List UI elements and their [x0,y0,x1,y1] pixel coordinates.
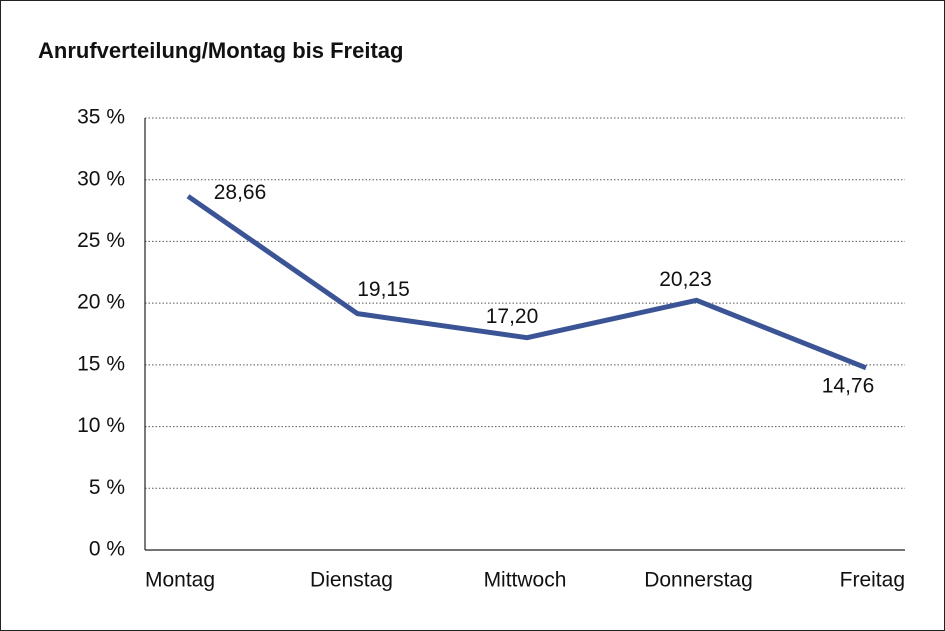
y-tick-label: 20 % [77,291,125,314]
data-label: 19,15 [357,278,410,301]
line [186,194,867,371]
x-tick-label: Freitag [840,569,905,592]
y-tick-label: 25 % [77,229,125,252]
y-tick-label: 35 % [77,106,125,129]
y-tick-label: 10 % [77,414,125,437]
data-label: 20,23 [659,268,712,291]
y-tick-label: 5 % [89,476,125,499]
data-label: 28,66 [214,181,267,204]
x-tick-label: Donnerstag [644,569,753,592]
y-tick-label: 30 % [77,167,125,190]
x-tick-label: Mittwoch [484,569,567,592]
data-label: 14,76 [822,374,875,397]
chart-title: Anrufverteilung/Montag bis Freitag [38,38,403,63]
x-tick-label: Montag [145,569,215,592]
data-label: 17,20 [486,305,539,328]
x-tick-label: Dienstag [310,569,393,592]
y-tick-label: 15 % [77,352,125,375]
y-tick-label: 0 % [89,538,125,561]
